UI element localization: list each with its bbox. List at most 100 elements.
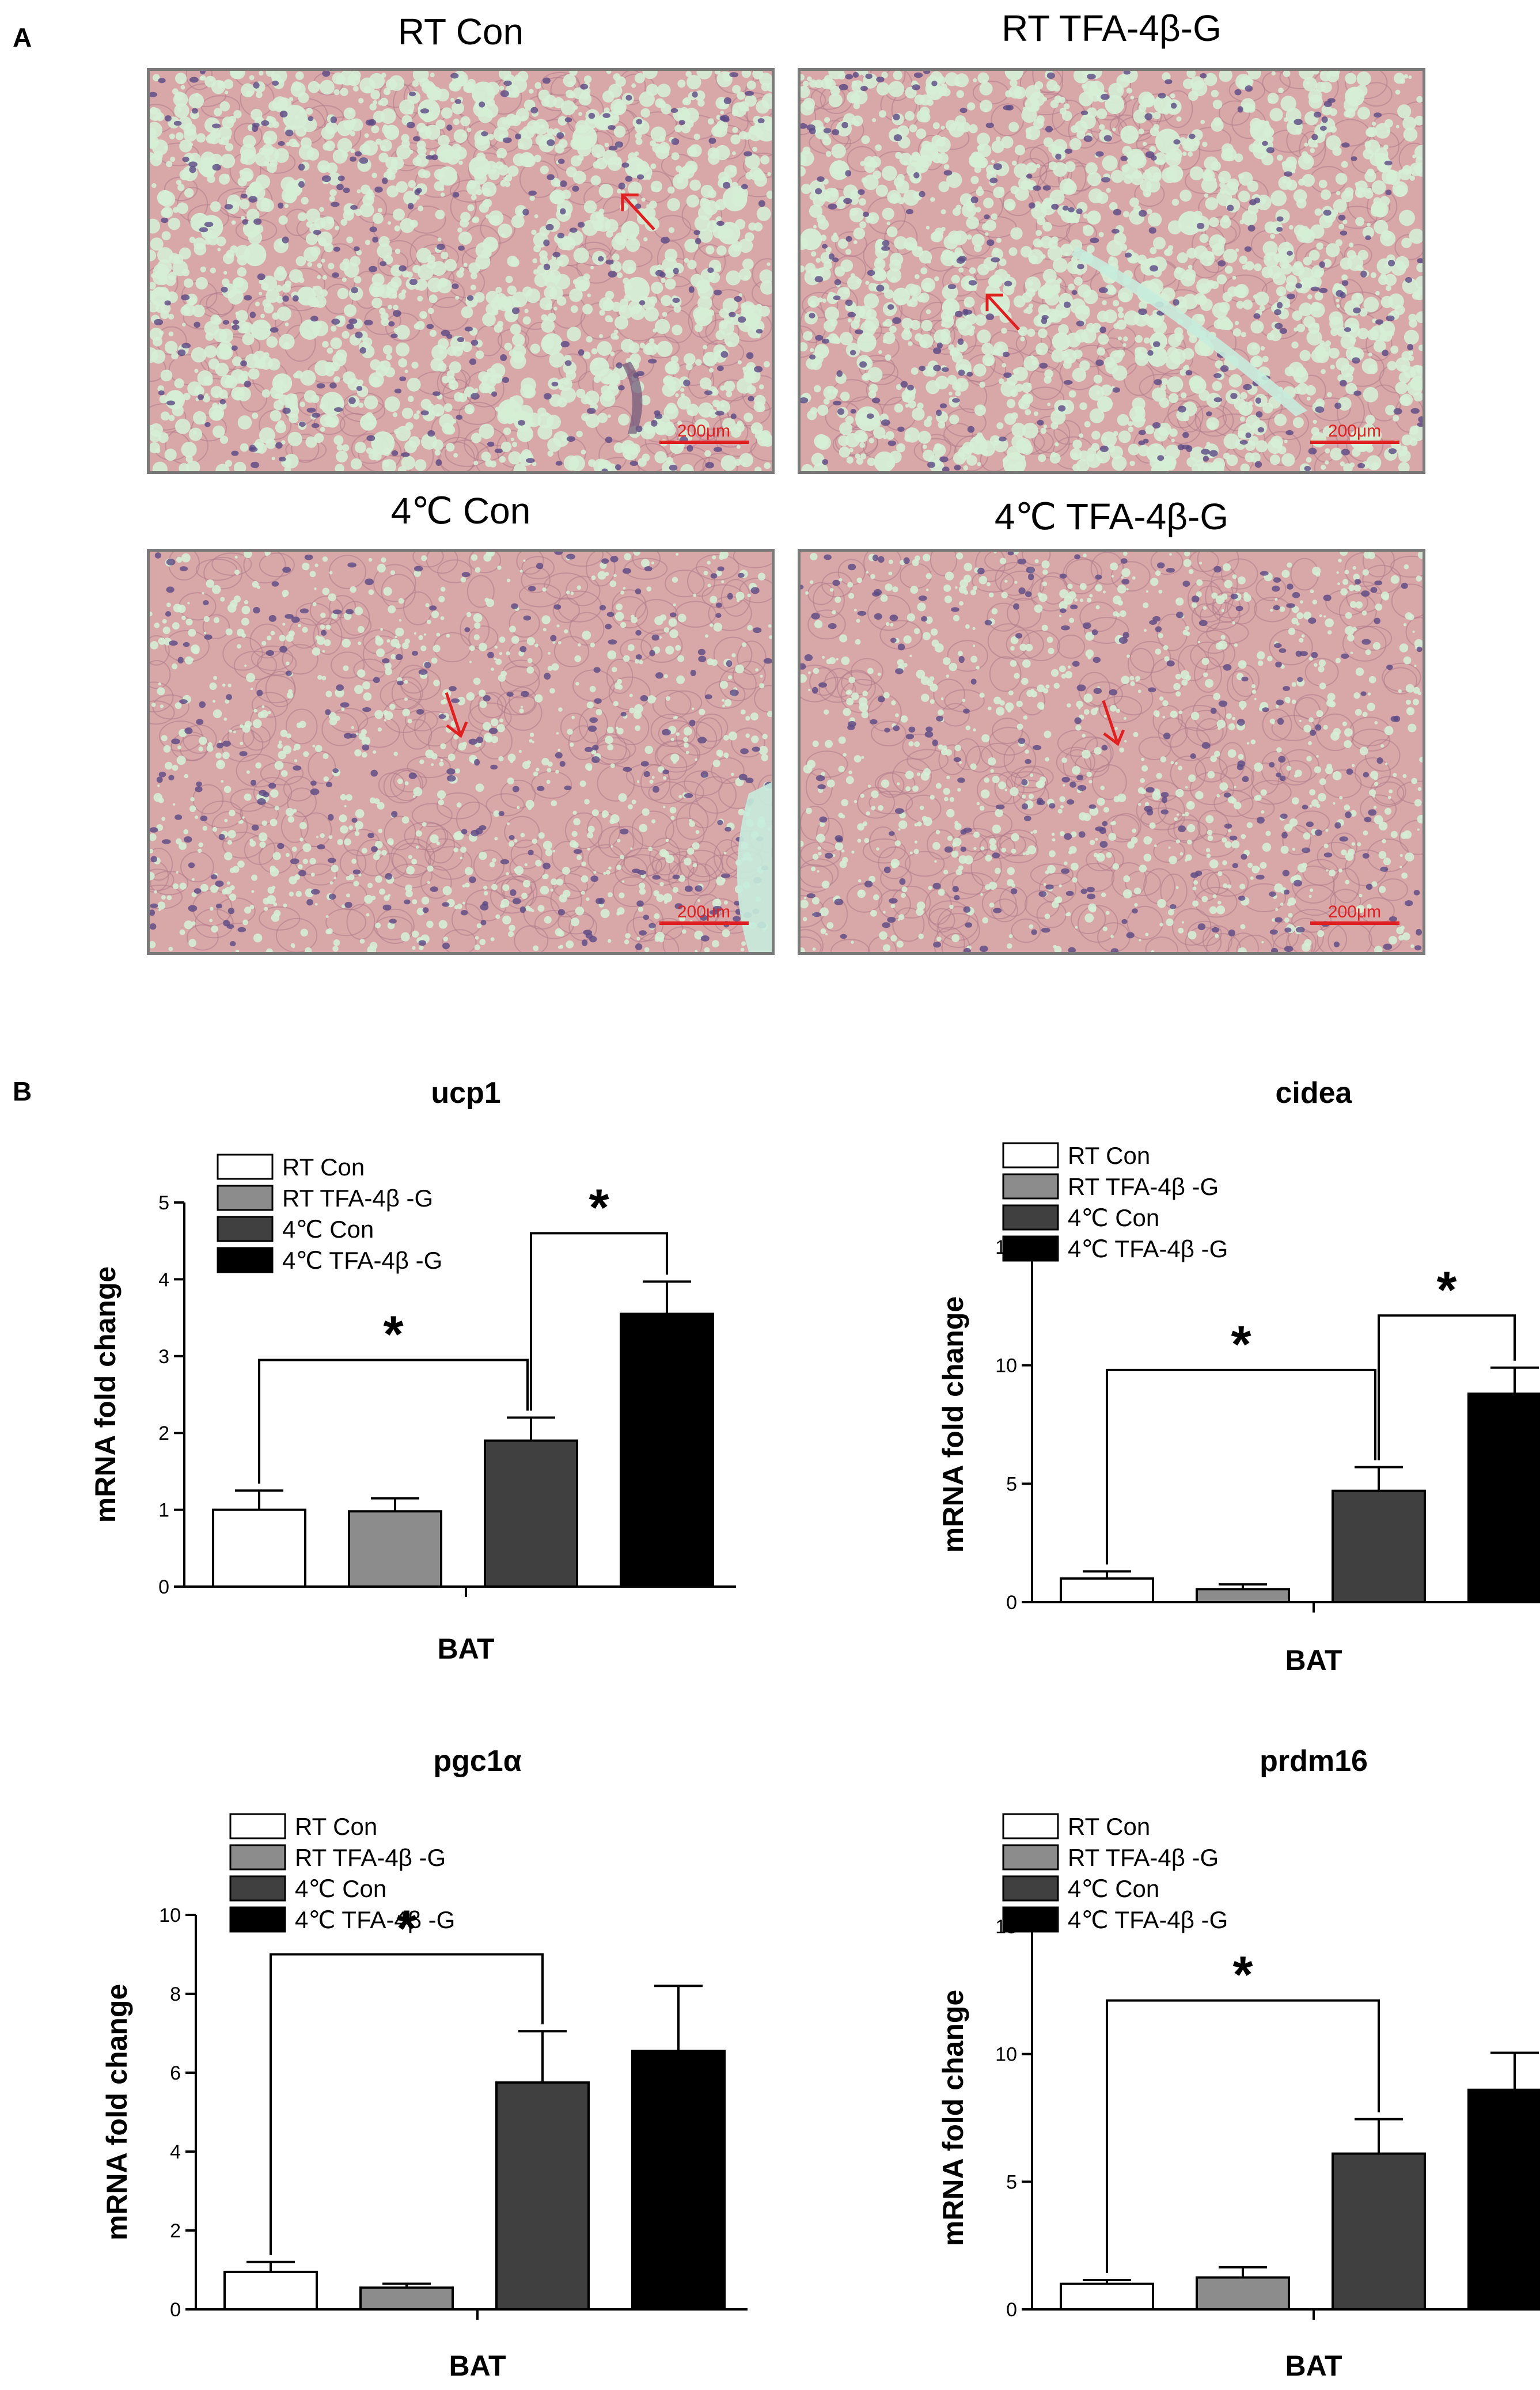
chart-title: ucp1: [431, 1076, 500, 1110]
legend-swatch: [1002, 1906, 1059, 1933]
bar-2: [495, 2081, 590, 2311]
micrograph-4c-con: 200μm: [147, 549, 775, 955]
bar-1: [348, 1510, 442, 1588]
chart-title: pgc1α: [433, 1744, 521, 1778]
y-tick-label: 0: [1006, 1592, 1017, 1614]
y-tick-label: 2: [170, 2220, 181, 2242]
y-tick-label: 8: [170, 1983, 181, 2005]
panel-b-label: B: [13, 1076, 32, 1106]
y-tick-label: 10: [995, 1355, 1017, 1377]
y-tick-label: 5: [1006, 2171, 1017, 2193]
legend-swatch: [1002, 1204, 1059, 1231]
significance-star: *: [396, 1900, 416, 1958]
significance-bracket: [530, 1232, 668, 1411]
legend: RT Con RT TFA-4β -G 4℃ Con 4℃ TFA-4β -G: [1002, 1142, 1228, 1262]
scale-bar-label: 200μm: [677, 422, 730, 441]
y-axis-label: mRNA fold change: [89, 1266, 122, 1523]
significance-bracket: [1106, 1368, 1376, 1565]
legend-label: RT Con: [282, 1154, 365, 1181]
legend-swatch: [229, 1906, 286, 1933]
legend-swatch: [1002, 1173, 1059, 1200]
y-tick-label: 2: [158, 1422, 169, 1444]
legend-swatch: [1002, 1875, 1059, 1902]
red-arrow-icon: [621, 193, 655, 231]
scale-bar: 200μm: [1310, 902, 1399, 925]
legend: RT Con RT TFA-4β -G 4℃ Con 4℃ TFA-4β -G: [1002, 1813, 1228, 1933]
bar-3: [1467, 1393, 1540, 1603]
legend-label: RT Con: [1068, 1142, 1150, 1169]
significance-star: *: [383, 1306, 403, 1363]
y-tick-label: 5: [1006, 1473, 1017, 1495]
micrograph-caption-4c-con: 4℃ Con: [390, 490, 531, 532]
legend: RT Con RT TFA-4β -G 4℃ Con 4℃ TFA-4β -G: [229, 1813, 455, 1933]
bar-3: [620, 1312, 714, 1588]
micrograph-caption-rt-tfa: RT TFA-4β-G: [1002, 7, 1222, 49]
legend: RT Con RT TFA-4β -G 4℃ Con 4℃ TFA-4β -G: [217, 1154, 442, 1274]
x-axis-label: BAT: [449, 2350, 506, 2382]
scale-bar: 200μm: [659, 902, 749, 925]
y-axis-label: mRNA fold change: [101, 1984, 133, 2240]
red-arrow-icon: [1102, 700, 1125, 746]
y-axis-label: mRNA fold change: [937, 1296, 969, 1553]
legend-label: RT Con: [295, 1813, 377, 1840]
legend-label: RT Con: [1068, 1813, 1150, 1840]
significance-star: *: [1231, 1316, 1251, 1374]
red-arrow-icon: [985, 293, 1020, 331]
significance-bracket: [258, 1359, 529, 1484]
bar-3: [631, 2050, 726, 2311]
legend-label: 4℃ Con: [295, 1875, 386, 1902]
legend-label: RT TFA-4β -G: [1068, 1173, 1219, 1200]
bar-2: [484, 1439, 578, 1588]
micrograph-rt-tfa: 200μm: [798, 68, 1425, 474]
legend-swatch: [1002, 1235, 1059, 1262]
significance-star: *: [1232, 1947, 1253, 2004]
significance-bracket: [1378, 1314, 1516, 1460]
y-tick-label: 4: [170, 2141, 181, 2163]
scale-bar-label: 200μm: [1328, 902, 1381, 921]
bar-2: [1332, 2152, 1426, 2311]
tissue-texture: [150, 71, 772, 471]
legend-label: 4℃ Con: [282, 1216, 374, 1243]
scale-bar-label: 200μm: [1328, 422, 1381, 441]
legend-swatch: [217, 1247, 274, 1273]
bar-1: [1196, 1588, 1290, 1603]
tissue-texture: [801, 552, 1423, 952]
y-tick-label: 5: [158, 1192, 169, 1214]
bar-0: [212, 1508, 306, 1588]
y-tick-label: 10: [159, 1905, 181, 1926]
micrograph-caption-rt-con: RT Con: [397, 11, 524, 52]
legend-label: RT TFA-4β -G: [282, 1185, 433, 1212]
y-tick-label: 6: [170, 2062, 181, 2084]
legend-label: 4℃ TFA-4β -G: [295, 1906, 455, 1933]
bar-3: [1467, 2088, 1540, 2311]
red-arrow-icon: [445, 692, 468, 738]
bar-0: [223, 2270, 318, 2311]
x-axis-label: BAT: [437, 1633, 494, 1665]
significance-star: *: [589, 1179, 609, 1236]
legend-swatch: [229, 1813, 286, 1839]
significance-star: *: [1436, 1261, 1456, 1319]
panel-a-label: A: [13, 22, 32, 52]
legend-swatch: [1002, 1142, 1059, 1169]
scale-bar-label: 200μm: [677, 902, 730, 921]
legend-swatch: [229, 1875, 286, 1902]
legend-label: 4℃ Con: [1068, 1204, 1159, 1231]
legend-swatch: [1002, 1813, 1059, 1839]
bar-0: [1060, 1577, 1154, 1603]
x-axis-label: BAT: [1285, 2350, 1342, 2382]
significance-bracket: [270, 1953, 544, 2255]
bar-2: [1332, 1489, 1426, 1603]
legend-label: 4℃ Con: [1068, 1875, 1159, 1902]
legend-label: 4℃ TFA-4β -G: [1068, 1906, 1228, 1933]
micrograph-rt-con: 200μm: [147, 68, 775, 474]
legend-label: RT TFA-4β -G: [1068, 1844, 1219, 1871]
y-tick-label: 10: [995, 2044, 1017, 2066]
legend-swatch: [217, 1185, 274, 1211]
y-tick-label: 1: [158, 1500, 169, 1522]
bar-1: [359, 2286, 454, 2311]
x-axis-label: BAT: [1285, 1644, 1342, 1676]
